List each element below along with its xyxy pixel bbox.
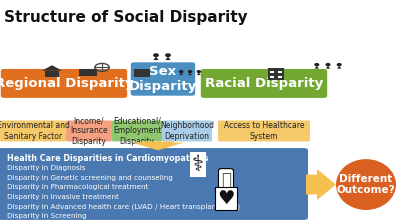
Polygon shape (326, 66, 330, 69)
Ellipse shape (336, 159, 396, 210)
Polygon shape (337, 66, 341, 69)
Text: Educational/
Employment
Disparity: Educational/ Employment Disparity (113, 116, 161, 146)
Circle shape (326, 64, 330, 66)
Circle shape (188, 71, 192, 72)
FancyBboxPatch shape (112, 120, 162, 141)
Polygon shape (197, 73, 201, 75)
Polygon shape (188, 73, 192, 75)
FancyBboxPatch shape (162, 120, 212, 141)
Polygon shape (132, 141, 184, 150)
Polygon shape (306, 169, 336, 200)
Text: ⬭: ⬭ (221, 171, 231, 189)
Bar (278, 71, 282, 73)
Circle shape (315, 64, 318, 66)
Bar (45, 71, 59, 77)
Text: Regional Disparity: Regional Disparity (0, 77, 133, 90)
FancyBboxPatch shape (0, 120, 66, 141)
Bar (270, 76, 274, 78)
Polygon shape (165, 57, 171, 60)
Text: Disparity in Advanced health care (LVAD / Heart transplantation): Disparity in Advanced health care (LVAD … (7, 203, 240, 210)
Text: Sex
Disparity: Sex Disparity (129, 65, 197, 93)
Circle shape (166, 54, 170, 56)
Text: Environmental and
Sanitary Factor: Environmental and Sanitary Factor (0, 121, 70, 141)
Polygon shape (153, 57, 159, 60)
Bar (268, 68, 284, 80)
Text: Health Care Disparities in Cardiomyopathies: Health Care Disparities in Cardiomyopath… (7, 154, 208, 163)
Text: Racial Disparity: Racial Disparity (205, 77, 323, 90)
Text: Disparity in Genetic screening and counseling: Disparity in Genetic screening and couns… (7, 175, 173, 181)
Text: Neighborhood
Deprivation: Neighborhood Deprivation (160, 121, 214, 141)
Polygon shape (179, 73, 183, 75)
Bar (270, 71, 274, 73)
Bar (79, 69, 97, 76)
Text: ⚕: ⚕ (192, 155, 204, 175)
FancyBboxPatch shape (131, 62, 195, 96)
Circle shape (154, 54, 158, 56)
FancyBboxPatch shape (201, 69, 327, 98)
Text: ♥: ♥ (217, 189, 235, 208)
Text: Income/
Insurance
Disparity: Income/ Insurance Disparity (70, 116, 108, 146)
FancyBboxPatch shape (0, 148, 308, 220)
Text: Disparity in Invasive treatment: Disparity in Invasive treatment (7, 194, 119, 200)
FancyBboxPatch shape (66, 120, 112, 141)
Text: Different
Outcome?: Different Outcome? (337, 174, 395, 195)
FancyBboxPatch shape (218, 120, 310, 141)
Circle shape (197, 71, 200, 72)
Text: Disparity in Diagnosis: Disparity in Diagnosis (7, 165, 85, 171)
Polygon shape (315, 66, 319, 69)
FancyBboxPatch shape (1, 69, 127, 98)
Bar (278, 76, 282, 78)
Circle shape (337, 64, 341, 66)
Circle shape (180, 71, 183, 72)
Text: Access to Healthcare
System: Access to Healthcare System (224, 121, 304, 141)
Polygon shape (42, 65, 62, 71)
Text: Disparity in Pharmacological treatment: Disparity in Pharmacological treatment (7, 184, 148, 190)
Bar (134, 69, 150, 77)
Text: Disparity in Screening: Disparity in Screening (7, 213, 86, 219)
Text: Structure of Social Disparity: Structure of Social Disparity (4, 10, 248, 25)
